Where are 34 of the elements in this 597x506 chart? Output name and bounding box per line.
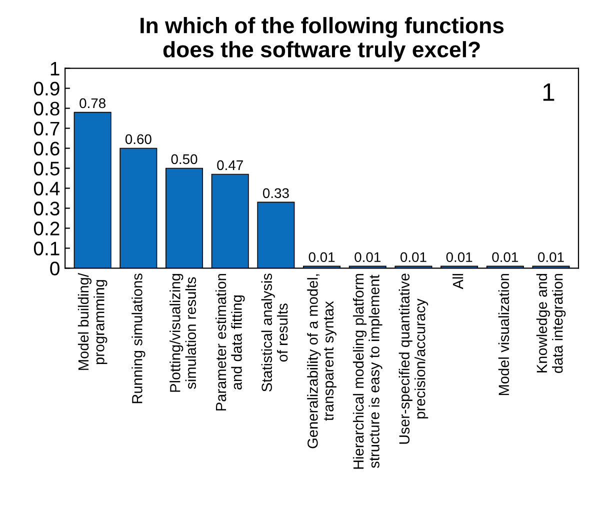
data-label: 0.01	[492, 252, 518, 262]
data-label: 0.78	[80, 98, 106, 108]
x-tick-label: User-specified quantitative precision/accuracy	[398, 274, 428, 444]
x-tick-label: Statistical analysis of results	[261, 274, 288, 392]
data-label: 0.01	[400, 252, 426, 262]
data-label: 0.50	[171, 154, 198, 164]
y-tick-label: 0.2	[34, 222, 60, 236]
data-label: 0.47	[217, 160, 243, 170]
y-tick-label: 0.8	[34, 102, 60, 116]
x-tick-label: Model building/ programming	[78, 273, 108, 370]
y-tick-label: 0.1	[34, 242, 60, 256]
y-tick-label: 0.5	[34, 162, 60, 176]
y-tick-label: 0.6	[34, 142, 60, 156]
y-tick-label: 1	[50, 62, 60, 76]
x-tick-label: Generalizability of a model, transparent syntax	[307, 274, 336, 448]
x-tick-label: Knowledge and data integration	[536, 274, 566, 373]
x-tick-label: Hierarchical modeling platform structure is easy to implement	[352, 274, 382, 469]
y-tick-label: 0	[50, 262, 60, 276]
chart-title: In which of the following functions does the software truly excel?	[140, 17, 504, 62]
data-label: 0.01	[308, 252, 335, 262]
data-label: 0.01	[446, 252, 472, 262]
y-tick-label: 0.3	[34, 202, 60, 216]
annotation: 1	[543, 84, 554, 101]
data-label: 0.01	[354, 252, 380, 262]
y-tick-label: 0.7	[34, 122, 60, 136]
x-tick-label: Model visualization	[498, 274, 510, 396]
y-tick-label: 0.4	[34, 182, 60, 196]
data-label: 0.33	[262, 188, 289, 198]
x-tick-label: Running simulations	[132, 274, 146, 404]
data-label: 0.60	[125, 134, 152, 144]
y-tick-label: 0.9	[34, 82, 60, 96]
data-label: 0.01	[538, 252, 564, 262]
x-tick-label: All	[452, 274, 464, 290]
x-tick-label: Parameter estimation and data fitting	[215, 274, 245, 410]
